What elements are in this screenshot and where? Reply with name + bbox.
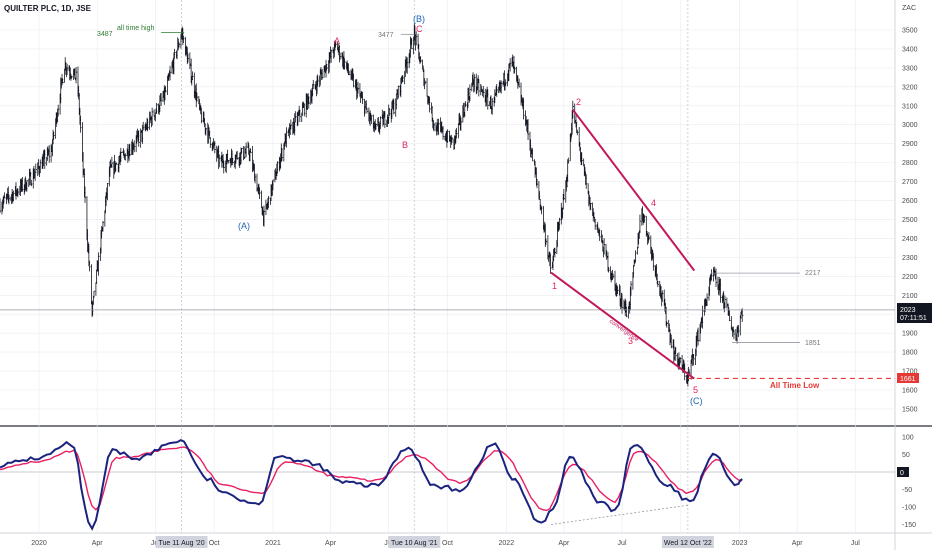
- axes: 3500340033003200310030002900280027002600…: [31, 28, 918, 548]
- ath-value: 3487: [97, 31, 113, 38]
- oscillator-panel: [0, 438, 743, 531]
- peak-value: 3477: [378, 32, 394, 39]
- price-tick-label: 1700: [902, 369, 918, 376]
- price-tick-label: 2200: [902, 274, 918, 281]
- level-1851-label: 1851: [805, 340, 821, 347]
- osc-tick-label: 100: [902, 435, 914, 442]
- wave-label-3: 3: [628, 336, 633, 346]
- ath-label: all time high: [117, 25, 154, 32]
- atl-badge-value: 1661: [900, 376, 916, 383]
- divergence-line: [551, 504, 688, 525]
- chart-title: QUILTER PLC, 1D, JSE: [4, 4, 92, 13]
- price-tick-label: 2900: [902, 141, 918, 148]
- price-tick-label: 2300: [902, 255, 918, 262]
- price-tick-label: 3000: [902, 122, 918, 129]
- time-tick-label: Apr: [558, 540, 570, 547]
- overlays: [0, 32, 895, 380]
- price-tick-label: 2400: [902, 236, 918, 243]
- oscillator-fast-line: [0, 438, 743, 531]
- wave-label-B-paren: (B): [413, 14, 425, 24]
- time-tick-label: 2020: [31, 540, 47, 547]
- wave-label-5: 5: [693, 385, 698, 395]
- price-tick-label: 3300: [902, 65, 918, 72]
- time-highlight-label: Wed 12 Oct '22: [664, 540, 712, 547]
- price-tick-label: 2800: [902, 160, 918, 167]
- wave-label-2: 2: [576, 97, 581, 107]
- wave-label-1: 1: [552, 281, 557, 291]
- time-tick-label: 2023: [732, 540, 748, 547]
- time-tick-label: 2022: [499, 540, 515, 547]
- price-badge: [897, 303, 932, 323]
- osc-zero-badge: [897, 467, 909, 477]
- price-tick-label: 1600: [902, 388, 918, 395]
- wave-label-A: A: [334, 36, 340, 46]
- time-tick-label: Apr: [325, 540, 337, 547]
- time-tick-label: Jul: [618, 540, 627, 547]
- price-badge-time: 07:11:51: [900, 315, 927, 322]
- time-tick-label: Oct: [209, 540, 220, 547]
- price-tick-label: 1500: [902, 406, 918, 413]
- price-tick-label: 2500: [902, 217, 918, 224]
- osc-tick-label: -50: [902, 487, 912, 494]
- time-highlight-badge: [661, 536, 714, 548]
- time-tick-label: Jul: [851, 540, 860, 547]
- all-time-low-label: All Time Low: [770, 381, 820, 390]
- osc-tick-label: 50: [902, 452, 910, 459]
- wedge-trendline: [572, 108, 696, 272]
- osc-zero-badge-value: 0: [900, 470, 904, 477]
- price-bars: [0, 23, 744, 387]
- osc-tick-label: -150: [902, 522, 916, 529]
- time-highlight-label: Tue 11 Aug '20: [159, 540, 205, 547]
- atl-badge: [897, 373, 919, 383]
- wedge-trendline: [550, 271, 695, 380]
- time-highlight-label: Tue 10 Aug '21: [391, 540, 438, 547]
- price-tick-label: 3200: [902, 84, 918, 91]
- wave-label-4: 4: [651, 198, 656, 208]
- price-tick-label: 1900: [902, 331, 918, 338]
- price-tick-label: 3400: [902, 46, 918, 53]
- price-badge-value: 2023: [900, 307, 916, 314]
- wave-label-B: B: [402, 140, 408, 150]
- wave-label-C-paren: (C): [690, 396, 703, 406]
- wave-label-A-paren: (A): [238, 221, 250, 231]
- time-tick-label: 2021: [265, 540, 281, 547]
- oscillator-slow-line: [0, 446, 743, 512]
- osc-tick-label: -100: [902, 505, 916, 512]
- wave-label-C: C: [416, 24, 423, 34]
- time-highlight-badge: [388, 536, 441, 548]
- price-tick-label: 1800: [902, 350, 918, 357]
- level-2217-label: 2217: [805, 270, 821, 277]
- time-tick-label: Oct: [442, 540, 453, 547]
- price-tick-label: 2100: [902, 293, 918, 300]
- price-unit-label: ZAC: [902, 5, 916, 12]
- price-tick-label: 3100: [902, 103, 918, 110]
- time-highlight-badge: [155, 536, 208, 548]
- price-tick-label: 2600: [902, 198, 918, 205]
- price-tick-label: 3500: [902, 28, 918, 35]
- time-tick-label: Apr: [792, 540, 804, 547]
- price-tick-label: 2700: [902, 179, 918, 186]
- time-tick-label: Apr: [92, 540, 104, 547]
